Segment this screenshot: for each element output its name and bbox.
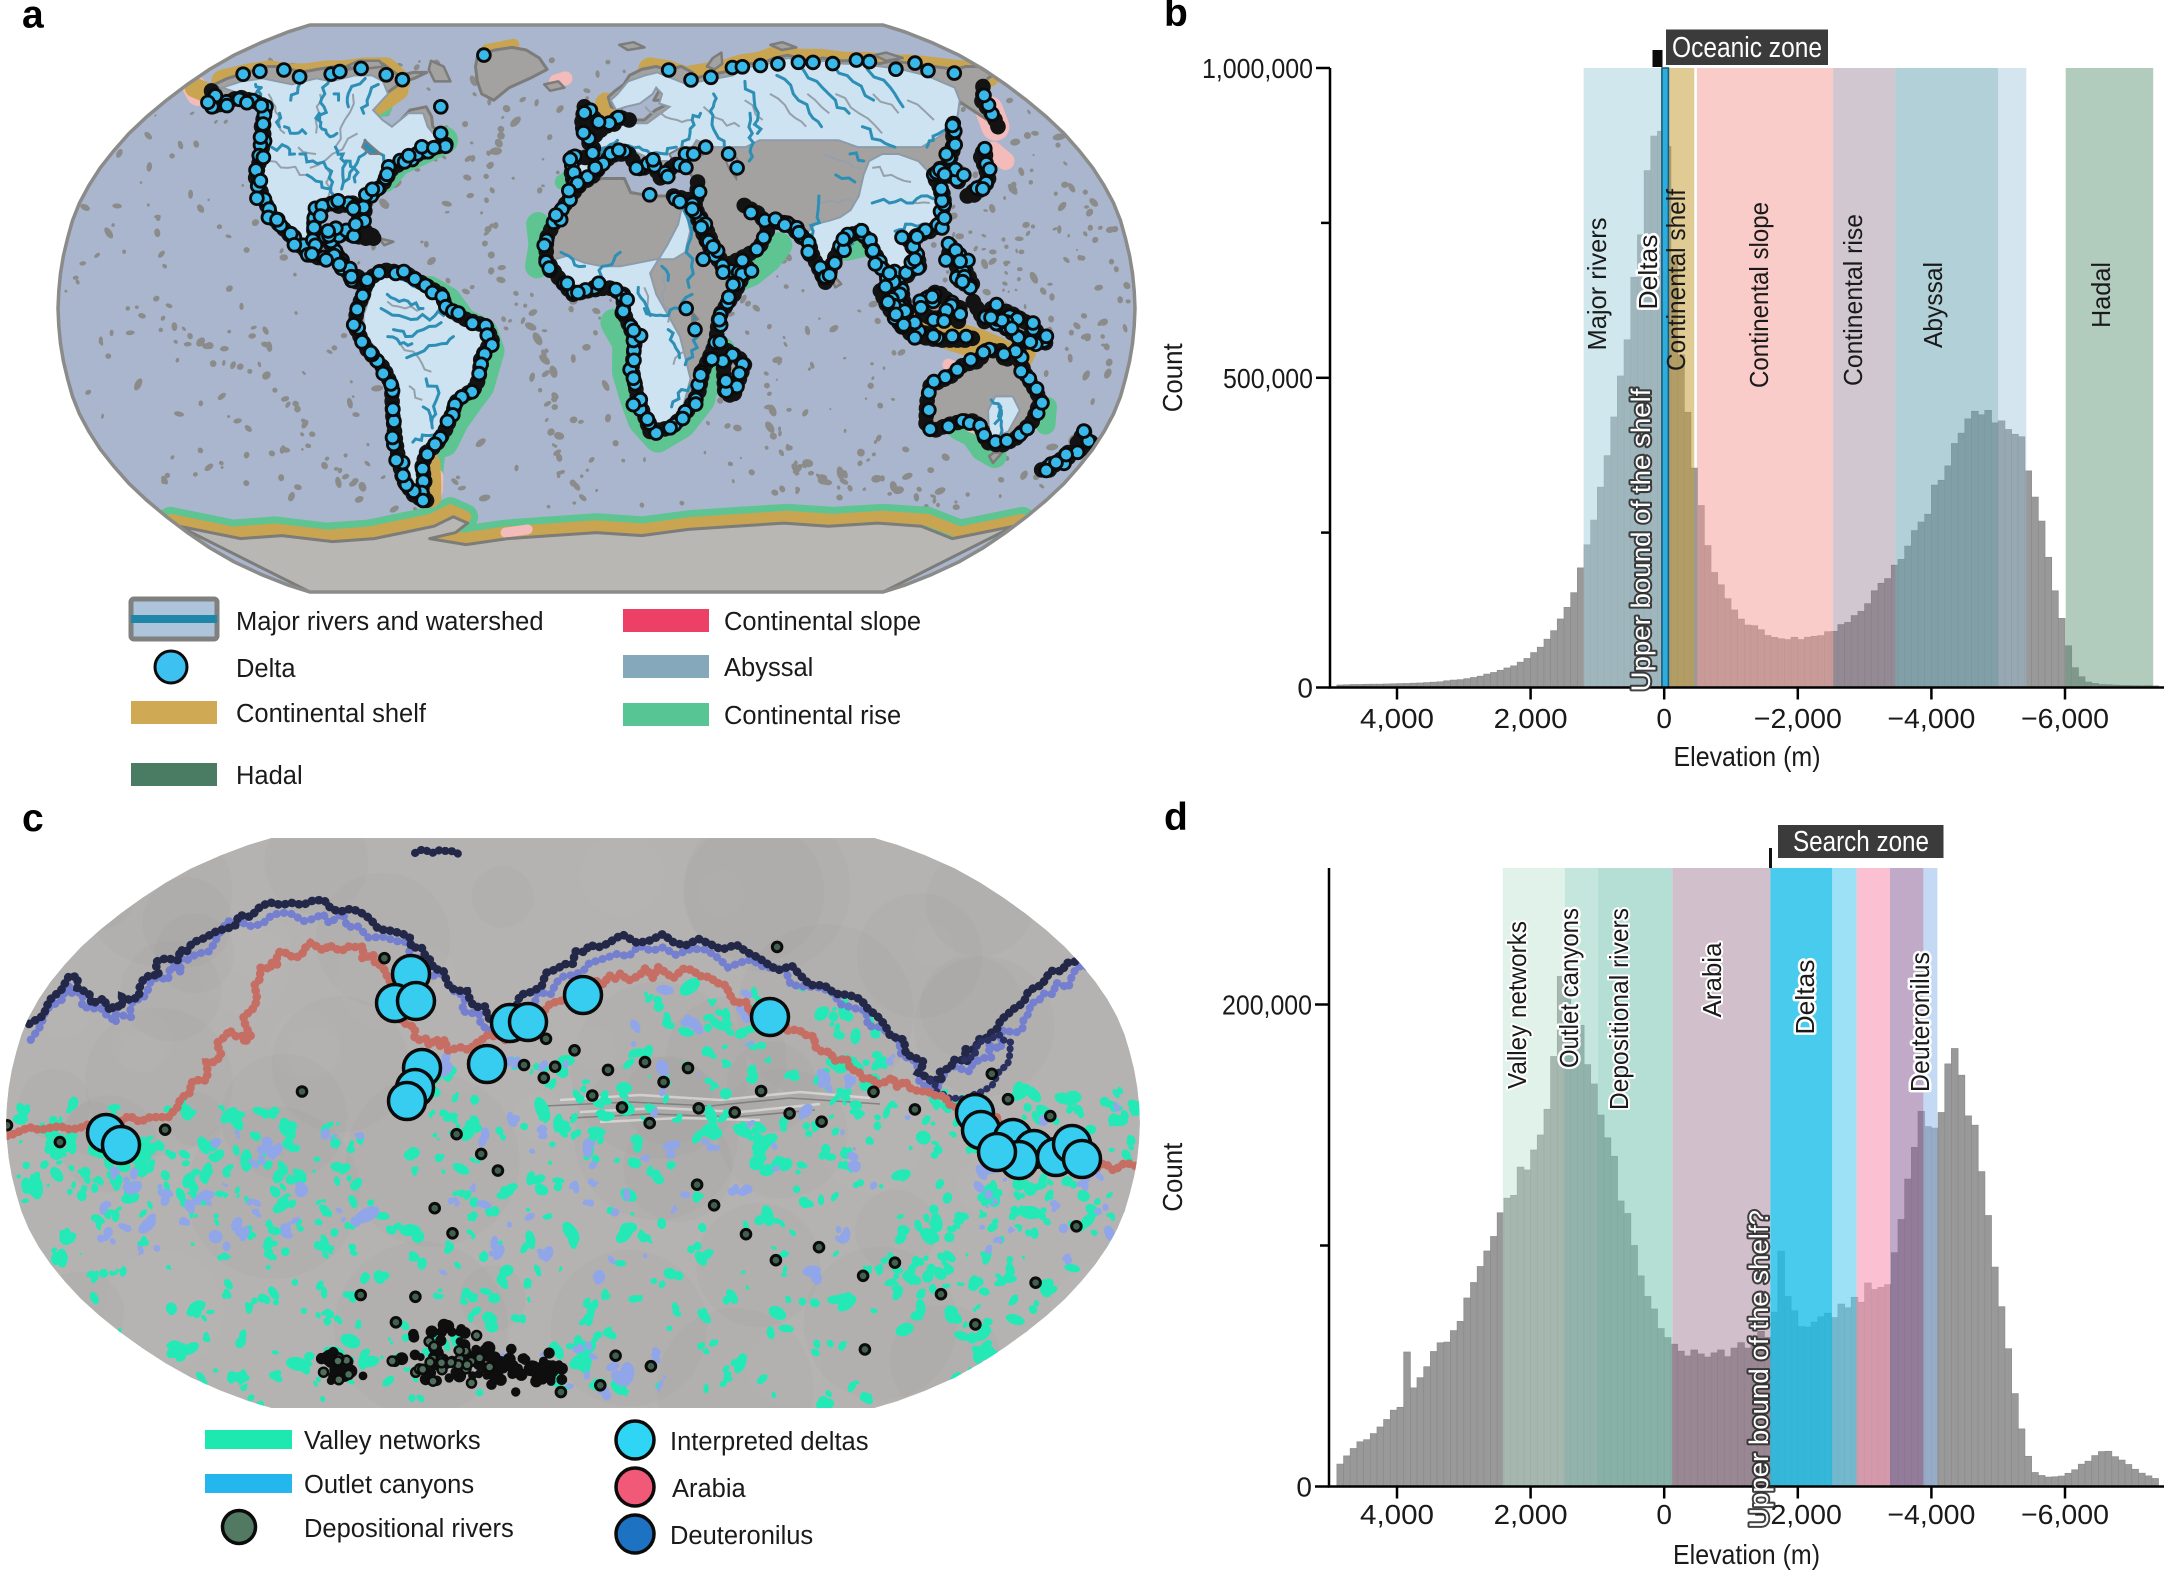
svg-text:Hadal: Hadal bbox=[2086, 262, 2116, 328]
svg-text:0: 0 bbox=[1297, 673, 1313, 704]
svg-text:Abyssal: Abyssal bbox=[1918, 262, 1948, 348]
svg-text:d: d bbox=[1164, 796, 1188, 839]
svg-text:Deuteronilus: Deuteronilus bbox=[1905, 952, 1935, 1092]
svg-text:Valley networks: Valley networks bbox=[1502, 921, 1532, 1089]
svg-text:Major rivers and watershed: Major rivers and watershed bbox=[236, 608, 544, 636]
svg-text:Continental slope: Continental slope bbox=[724, 608, 921, 636]
svg-text:2,000: 2,000 bbox=[1494, 1499, 1568, 1530]
svg-text:0: 0 bbox=[1296, 1472, 1312, 1503]
svg-text:Depositional rivers: Depositional rivers bbox=[1604, 908, 1634, 1110]
svg-text:−6,000: −6,000 bbox=[2021, 1499, 2109, 1530]
svg-text:Continental rise: Continental rise bbox=[1838, 214, 1868, 386]
svg-text:−4,000: −4,000 bbox=[1887, 1499, 1975, 1530]
svg-text:Deuteronilus: Deuteronilus bbox=[670, 1522, 813, 1550]
svg-text:Depositional rivers: Depositional rivers bbox=[304, 1515, 514, 1543]
svg-text:Elevation (m): Elevation (m) bbox=[1674, 741, 1821, 772]
svg-text:Delta: Delta bbox=[236, 655, 296, 683]
svg-text:Major rivers: Major rivers bbox=[1582, 218, 1612, 351]
svg-text:Valley networks: Valley networks bbox=[304, 1427, 481, 1455]
svg-text:Interpreted deltas: Interpreted deltas bbox=[670, 1428, 868, 1456]
svg-text:1,000,000: 1,000,000 bbox=[1202, 53, 1313, 84]
svg-text:Continental shelf: Continental shelf bbox=[236, 700, 427, 728]
svg-text:4,000: 4,000 bbox=[1360, 703, 1434, 734]
svg-text:Outlet canyons: Outlet canyons bbox=[304, 1471, 474, 1499]
svg-text:0: 0 bbox=[1656, 703, 1672, 734]
svg-text:Hadal: Hadal bbox=[236, 762, 303, 790]
svg-text:Count: Count bbox=[1157, 343, 1188, 412]
svg-text:Count: Count bbox=[1157, 1142, 1188, 1211]
svg-text:Elevation (m): Elevation (m) bbox=[1673, 1539, 1820, 1570]
svg-text:Continental rise: Continental rise bbox=[724, 702, 901, 730]
svg-text:a: a bbox=[22, 0, 44, 37]
svg-text:Deltas: Deltas bbox=[1790, 960, 1820, 1035]
svg-text:Continental slope: Continental slope bbox=[1744, 202, 1774, 388]
svg-text:−2,000: −2,000 bbox=[1754, 703, 1842, 734]
svg-text:−6,000: −6,000 bbox=[2021, 703, 2109, 734]
svg-text:Deltas: Deltas bbox=[1633, 235, 1663, 310]
svg-text:−2,000: −2,000 bbox=[1754, 1499, 1842, 1530]
svg-text:0: 0 bbox=[1656, 1499, 1672, 1530]
svg-text:200,000: 200,000 bbox=[1222, 990, 1312, 1021]
svg-text:Upper bound of the shelf?: Upper bound of the shelf? bbox=[1744, 1210, 1774, 1528]
svg-text:−4,000: −4,000 bbox=[1887, 703, 1975, 734]
svg-text:Outlet canyons: Outlet canyons bbox=[1554, 908, 1584, 1068]
svg-text:500,000: 500,000 bbox=[1223, 363, 1313, 394]
svg-text:Oceanic zone: Oceanic zone bbox=[1672, 32, 1822, 64]
svg-text:Upper bound of the shelf: Upper bound of the shelf bbox=[1626, 388, 1656, 691]
svg-text:2,000: 2,000 bbox=[1494, 703, 1568, 734]
svg-text:b: b bbox=[1164, 0, 1188, 35]
svg-text:Arabia: Arabia bbox=[672, 1475, 747, 1503]
svg-text:c: c bbox=[22, 797, 44, 840]
svg-text:Continental shelf: Continental shelf bbox=[1661, 188, 1691, 371]
svg-text:Search zone: Search zone bbox=[1793, 826, 1929, 858]
svg-text:Abyssal: Abyssal bbox=[724, 654, 813, 682]
svg-text:Arabia: Arabia bbox=[1697, 942, 1727, 1018]
svg-text:4,000: 4,000 bbox=[1360, 1499, 1434, 1530]
